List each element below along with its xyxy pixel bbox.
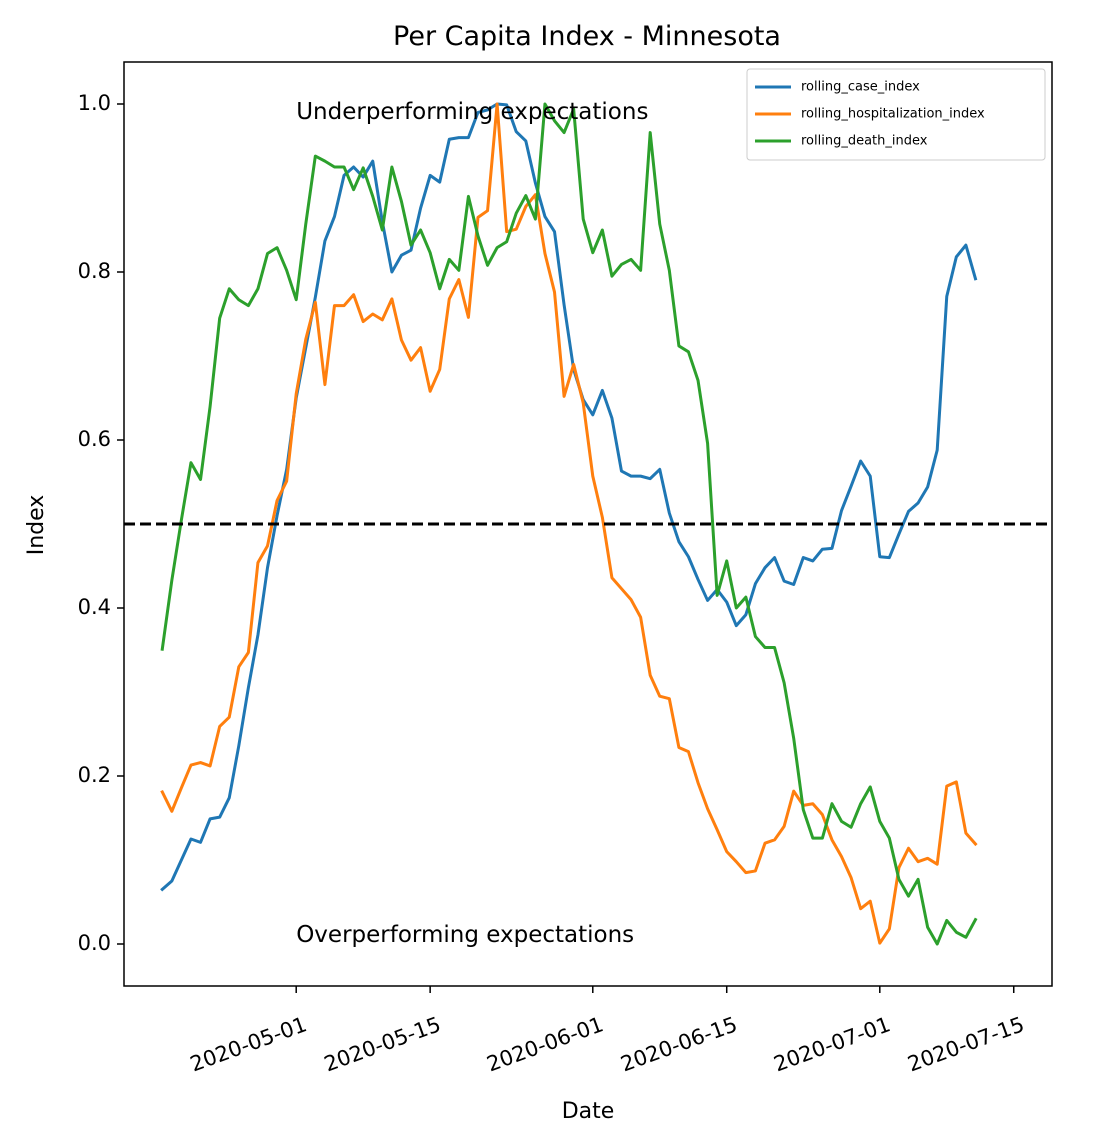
legend-label-rolling_case_index: rolling_case_index — [801, 80, 920, 95]
series-line-rolling_hospitalization_index — [160, 102, 978, 945]
legend-label-rolling_death_index: rolling_death_index — [801, 134, 928, 149]
axes-frame — [123, 61, 1053, 987]
y-tick-label: 0.6 — [78, 427, 111, 451]
legend-label-rolling_hospitalization_index: rolling_hospitalization_index — [801, 107, 985, 122]
annotation-overperforming: Overperforming expectations — [296, 922, 634, 948]
legend-box — [746, 68, 1046, 161]
x-axis-title: Date — [562, 1099, 615, 1124]
y-tick-label: 0.2 — [78, 763, 111, 787]
y-tick-label: 0.0 — [78, 931, 111, 955]
y-tick-label: 0.8 — [78, 259, 111, 283]
y-tick-label: 1.0 — [78, 91, 111, 115]
chart-title: Per Capita Index - Minnesota — [393, 21, 781, 52]
y-tick-label: 0.4 — [78, 595, 111, 619]
series-line-rolling_death_index — [160, 102, 978, 946]
annotation-underperforming: Underperforming expectations — [296, 99, 648, 125]
y-axis-title: Index — [24, 495, 49, 556]
